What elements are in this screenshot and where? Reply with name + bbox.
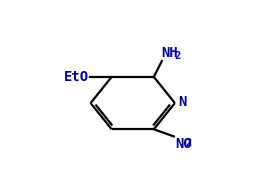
Text: N: N <box>178 95 186 109</box>
Text: 2: 2 <box>175 51 181 61</box>
Text: NO: NO <box>175 137 192 151</box>
Text: NH: NH <box>161 46 178 60</box>
Text: 2: 2 <box>185 138 192 148</box>
Text: EtO: EtO <box>63 70 89 84</box>
